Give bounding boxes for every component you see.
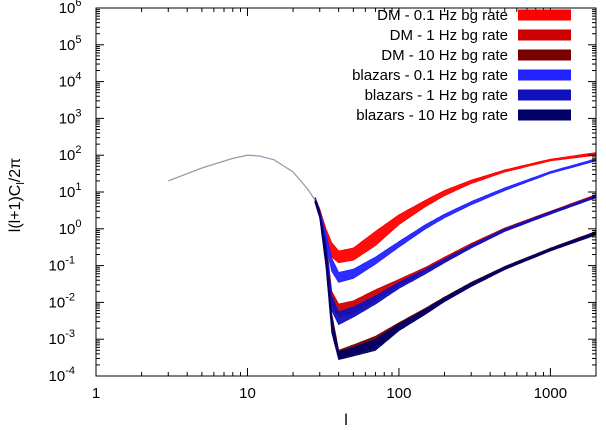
y-tick-label-base: 10 [59,74,76,91]
x-tick-label: 1 [92,385,100,402]
series-band-5 [314,195,597,326]
y-tick-label-exponent: -2 [65,291,75,303]
x-tick-label: 1000 [534,385,567,402]
y-tick-label: 10-3 [49,328,75,348]
low-l-shared-curve [168,154,316,201]
y-tick-label: 100 [59,218,82,238]
y-axis-title-tail: /2π [7,158,24,182]
y-tick-label: 103 [59,107,82,127]
legend-swatch [518,49,571,61]
legend-swatch [518,29,571,41]
legend-swatch [518,89,571,101]
x-tick-label: 100 [386,385,411,402]
y-tick-label-base: 10 [49,294,66,311]
y-tick-label-base: 10 [49,258,66,275]
series-band-1 [314,152,597,264]
y-tick-label: 106 [59,0,82,17]
y-tick-label: 10-2 [49,291,75,311]
y-tick-label-base: 10 [59,184,76,201]
y-axis-title-main: l(l+1)C [7,185,24,233]
legend-label: blazars - 0.1 Hz bg rate [352,67,508,84]
y-tick-label-base: 10 [59,37,76,54]
y-tick-label-base: 10 [59,110,76,127]
legend: DM - 0.1 Hz bg rate DM - 1 Hz bg rate DM -… [352,7,571,124]
y-tick-label-exponent: 2 [75,144,81,156]
y-axis-title: l(l+1)Cl/2π [7,158,27,232]
x-axis-title: l [344,412,348,429]
legend-swatch [518,69,571,81]
y-tick-label-exponent: 3 [75,107,81,119]
legend-swatch [518,9,571,21]
y-tick-label-exponent: 4 [75,71,81,83]
y-axis-title-subscript: l [15,182,27,184]
y-tick-label: 10-4 [49,365,75,385]
x-tick-label: 10 [239,385,256,402]
y-tick-label-exponent: 5 [75,34,81,46]
y-tick-label-exponent: 1 [75,181,81,193]
y-tick-label: 104 [59,71,82,91]
y-tick-label-exponent: -3 [65,328,75,340]
legend-label: DM - 1 Hz bg rate [390,27,508,44]
y-tick-label-base: 10 [49,331,66,348]
y-tick-label-base: 10 [49,368,66,385]
plot-frame [95,7,597,377]
y-tick-label-base: 10 [59,221,76,238]
legend-label: blazars - 10 Hz bg rate [356,107,508,124]
legend-label: blazars - 1 Hz bg rate [365,87,508,104]
legend-label: DM - 10 Hz bg rate [381,47,508,64]
y-tick-label: 105 [59,34,82,54]
y-tick-label-base: 10 [59,0,76,17]
legend-label: DM - 0.1 Hz bg rate [377,7,508,24]
y-tick-label-exponent: 6 [75,0,81,9]
series-band-4 [314,158,597,283]
tick-layer: 1 10 100 100010-410-310-210-110010110210310… [49,0,597,402]
y-tick-label-base: 10 [59,147,76,164]
y-tick-label-exponent: 0 [75,218,81,230]
series-band-3 [314,197,597,359]
y-tick-label: 102 [59,144,82,164]
series-layer [168,152,597,360]
y-tick-label-exponent: -4 [65,365,75,377]
y-tick-label: 101 [59,181,82,201]
y-tick-label-exponent: -1 [65,255,75,267]
y-tick-label: 10-1 [49,255,75,275]
series-band-6 [314,197,597,360]
legend-swatch [518,109,571,121]
